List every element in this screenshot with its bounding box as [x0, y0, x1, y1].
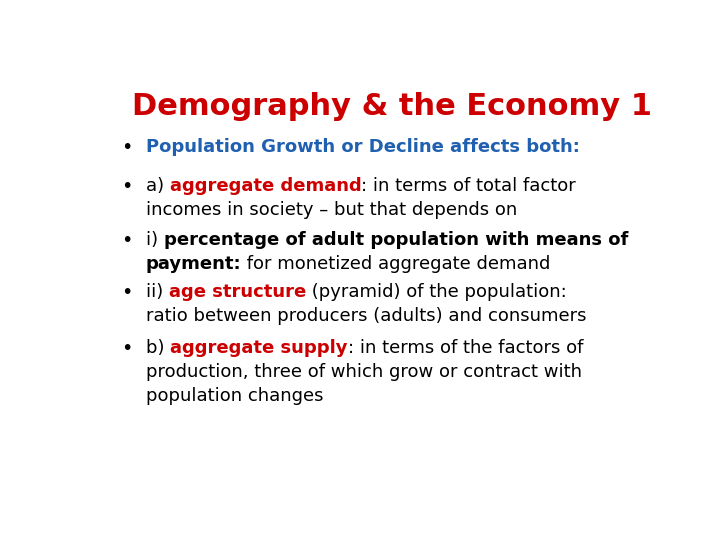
Text: b): b) — [145, 339, 170, 357]
Text: age structure: age structure — [168, 283, 306, 301]
Text: population changes: population changes — [145, 387, 323, 404]
Text: (pyramid) of the population:: (pyramid) of the population: — [306, 283, 567, 301]
Text: Population Growth or Decline affects both:: Population Growth or Decline affects bot… — [145, 138, 580, 156]
Text: aggregate supply: aggregate supply — [170, 339, 348, 357]
Text: : in terms of the factors of: : in terms of the factors of — [348, 339, 583, 357]
Text: Demography & the Economy 1: Demography & the Economy 1 — [132, 92, 652, 121]
Text: •: • — [121, 138, 132, 157]
Text: ii): ii) — [145, 283, 168, 301]
Text: production, three of which grow or contract with: production, three of which grow or contr… — [145, 363, 582, 381]
Text: •: • — [121, 177, 132, 196]
Text: percentage of adult population with means of: percentage of adult population with mean… — [163, 231, 628, 249]
Text: ratio between producers (adults) and consumers: ratio between producers (adults) and con… — [145, 307, 586, 325]
Text: •: • — [121, 339, 132, 358]
Text: payment:: payment: — [145, 255, 241, 273]
Text: •: • — [121, 283, 132, 302]
Text: incomes in society – but that depends on: incomes in society – but that depends on — [145, 201, 517, 219]
Text: for monetized aggregate demand: for monetized aggregate demand — [241, 255, 551, 273]
Text: •: • — [121, 231, 132, 250]
Text: i): i) — [145, 231, 163, 249]
Text: a): a) — [145, 177, 170, 195]
Text: aggregate demand: aggregate demand — [170, 177, 361, 195]
Text: : in terms of total factor: : in terms of total factor — [361, 177, 576, 195]
